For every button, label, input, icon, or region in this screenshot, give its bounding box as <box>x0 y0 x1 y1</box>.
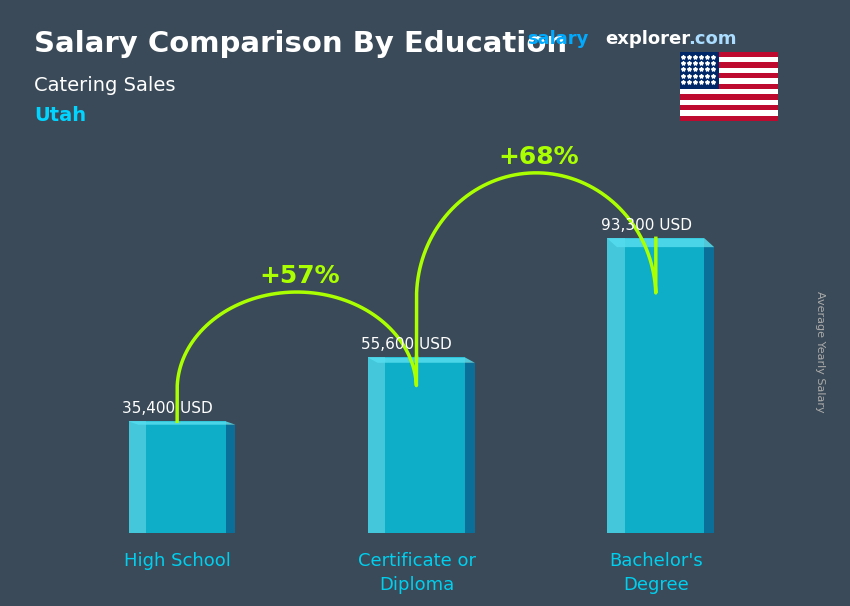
Text: 35,400 USD: 35,400 USD <box>122 401 212 416</box>
Bar <box>368 358 385 533</box>
Text: +57%: +57% <box>259 264 339 288</box>
Bar <box>680 105 778 110</box>
Bar <box>128 421 146 533</box>
Bar <box>680 52 778 57</box>
Bar <box>680 100 778 105</box>
Bar <box>705 247 714 533</box>
Bar <box>680 110 778 116</box>
Bar <box>680 52 719 89</box>
Text: Salary Comparison By Education: Salary Comparison By Education <box>34 30 567 58</box>
Text: salary: salary <box>527 30 588 48</box>
Bar <box>465 363 475 533</box>
Bar <box>226 425 235 533</box>
Bar <box>128 421 226 533</box>
Bar <box>607 238 705 533</box>
Polygon shape <box>368 358 475 363</box>
Text: 93,300 USD: 93,300 USD <box>601 218 692 233</box>
Bar <box>368 358 465 533</box>
Bar <box>680 62 778 68</box>
Text: explorer: explorer <box>605 30 690 48</box>
Text: Catering Sales: Catering Sales <box>34 76 175 95</box>
Bar <box>607 238 625 533</box>
Bar <box>680 68 778 73</box>
Bar <box>680 57 778 62</box>
Text: .com: .com <box>688 30 737 48</box>
Text: Average Yearly Salary: Average Yearly Salary <box>815 291 825 412</box>
Bar <box>680 73 778 78</box>
Bar <box>680 95 778 100</box>
Bar <box>680 84 778 89</box>
Text: +68%: +68% <box>498 145 579 169</box>
Bar <box>680 78 778 84</box>
Bar <box>680 116 778 121</box>
Bar <box>680 89 778 95</box>
Text: 55,600 USD: 55,600 USD <box>361 337 452 352</box>
Text: Utah: Utah <box>34 106 86 125</box>
Polygon shape <box>607 238 714 247</box>
Polygon shape <box>128 421 235 425</box>
